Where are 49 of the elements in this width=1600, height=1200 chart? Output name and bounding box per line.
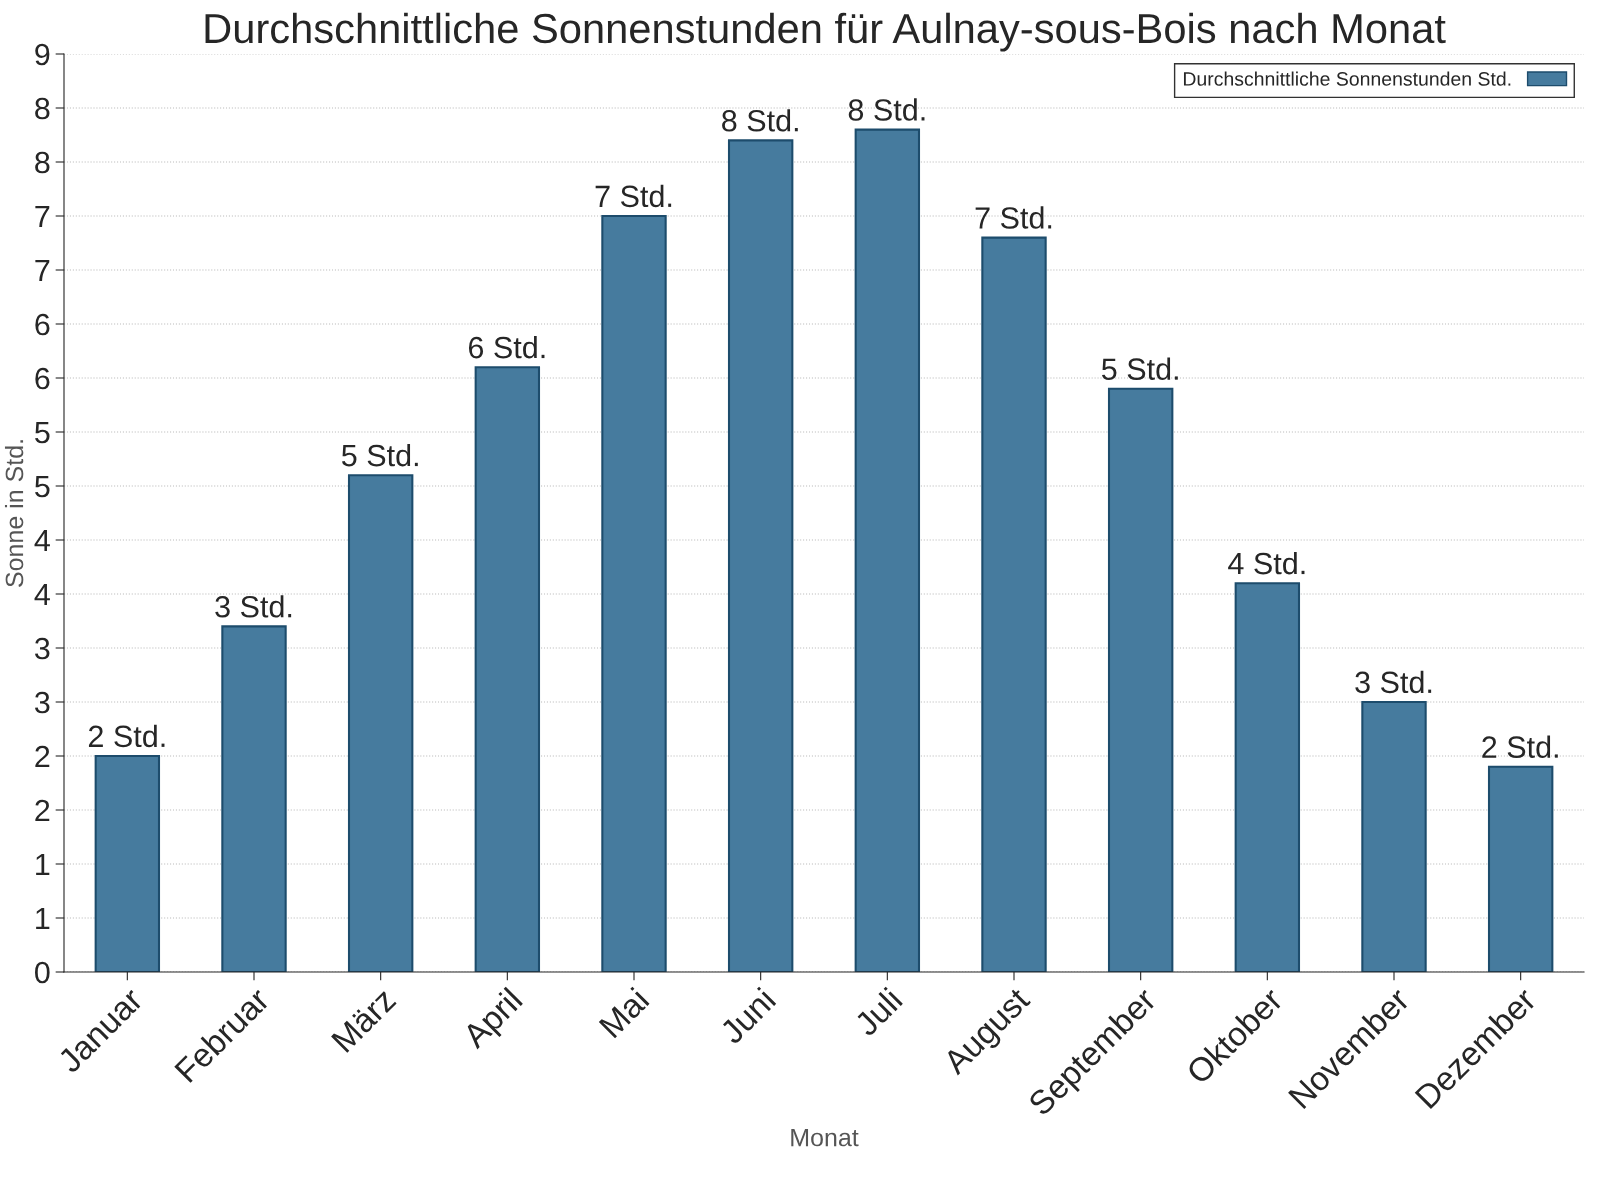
chart-title: Durchschnittliche Sonnenstunden für Aulnay-sous-Bois nach Monat (205, 12, 1446, 52)
data-label: 3 Std. (1355, 670, 1432, 694)
bar (221, 625, 287, 972)
bar (1107, 387, 1174, 972)
bar (1361, 700, 1427, 972)
y-tick-label: 9 (35, 43, 50, 66)
y-tick-label: 4 (34, 530, 50, 552)
bar (854, 128, 921, 972)
bar (1234, 582, 1301, 972)
bar (601, 214, 667, 972)
y-tick-label: 6 (35, 367, 50, 390)
data-label: 4 Std. (1228, 551, 1305, 575)
y-tick-label: 2 (35, 745, 50, 768)
data-label: 5 Std. (341, 443, 418, 467)
bar (1487, 765, 1554, 972)
bar (474, 366, 541, 972)
bar (727, 139, 794, 972)
y-tick-label: 6 (35, 313, 50, 336)
bar (347, 474, 414, 972)
y-tick-label: 4 (34, 584, 50, 606)
x-tick-label: Mai (597, 986, 650, 1039)
data-label: 5 Std. (1101, 357, 1178, 380)
y-tick-label: 3 (34, 637, 50, 660)
y-tick-label: 2 (35, 799, 50, 822)
y-tick-label: 5 (35, 476, 50, 498)
y-tick-label: 8 (35, 151, 50, 174)
y-tick-label: 5 (35, 422, 50, 444)
x-tick-label: Juli (852, 986, 904, 1038)
y-tick-label: 8 (35, 97, 50, 120)
data-label: 8 Std. (722, 109, 798, 132)
x-tick-label: Juni (717, 986, 777, 1046)
data-label: 6 Std. (468, 335, 545, 359)
data-label: 8 Std. (848, 98, 925, 121)
y-tick-label: 3 (34, 691, 50, 714)
y-tick-label: 1 (36, 854, 50, 876)
data-label: 2 Std. (1482, 735, 1558, 758)
y-tick-label: 7 (35, 260, 50, 282)
bar (94, 754, 161, 972)
y-tick-label: 1 (36, 908, 50, 930)
bar (981, 236, 1047, 972)
x-axis-title: Monat (791, 1128, 859, 1147)
data-label: 7 Std. (975, 206, 1052, 229)
data-label: 7 Std. (595, 184, 672, 208)
y-tick-label: 7 (35, 206, 50, 228)
data-label: 3 Std. (215, 595, 292, 618)
y-tick-label: 0 (35, 961, 50, 984)
data-label: 2 Std. (88, 724, 165, 748)
legend-label: Durchschnittliche Sonnenstunden Std. (1183, 71, 1511, 86)
y-axis-title: Sonne in Std. (4, 440, 24, 587)
